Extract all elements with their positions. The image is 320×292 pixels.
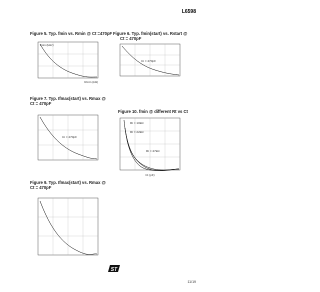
page-number: 11/19	[188, 280, 197, 284]
logo-text: ST	[111, 267, 118, 273]
grid	[120, 44, 180, 76]
annotation: Ct = 470pF	[62, 135, 77, 139]
caption: Figure 5. Typ. fmin vs. Rmin @ Ct =470pF	[30, 31, 113, 36]
curve	[121, 45, 180, 76]
legend-entry: Rt = 22kΩ	[130, 130, 144, 134]
legend-entry: Rt = 47kΩ	[146, 149, 160, 153]
curve	[123, 119, 180, 171]
curve	[39, 43, 98, 78]
curve	[39, 200, 98, 255]
grid	[38, 115, 98, 160]
figure-5: Figure 5. Typ. fmin vs. Rmin @ Ct =470pF…	[30, 31, 113, 84]
figure-6: Figure 6. Typ. fmin(start) vs. Rstart @ …	[113, 31, 187, 77]
x-label: Ct (pF)	[145, 173, 154, 177]
y-label: fmin (kHz)	[40, 43, 54, 47]
annotation: Ct = 470pF	[141, 59, 156, 63]
caption-2: Ct = 470pF	[120, 36, 142, 41]
grid	[38, 42, 98, 78]
caption-2: Ct = 470pF	[30, 185, 52, 190]
caption: Figure 10. fmin @ different Rt vs Ct	[118, 109, 189, 114]
curve	[126, 139, 180, 171]
curve	[39, 116, 98, 160]
grid	[120, 118, 180, 170]
st-logo: ST	[108, 265, 120, 273]
figure-7: Figure 7. Typ. Ifmax(start) vs. Rmax @ C…	[30, 96, 106, 161]
page: L6598 Figure 5. Typ. fmin vs. Rmin @ Ct …	[30, 9, 197, 284]
part-number: L6598	[182, 9, 196, 15]
legend-entry: Rt = 10kΩ	[130, 121, 144, 125]
caption: Figure 7. Typ. Ifmax(start) vs. Rmax @	[30, 96, 106, 101]
caption-2: Ct = 470pF	[30, 101, 52, 106]
caption: Figure 9. Typ. Ifmax(start) vs. Rmax @	[30, 180, 106, 185]
caption: Figure 6. Typ. fmin(start) vs. Rstart @	[113, 31, 187, 36]
figure-9: Figure 9. Typ. Ifmax(start) vs. Rmax @ C…	[30, 180, 106, 256]
figure-10: Figure 10. fmin @ different Rt vs Ct Rt …	[118, 109, 189, 177]
grid	[38, 198, 98, 255]
x-label: Rmin (kΩ)	[84, 80, 98, 84]
